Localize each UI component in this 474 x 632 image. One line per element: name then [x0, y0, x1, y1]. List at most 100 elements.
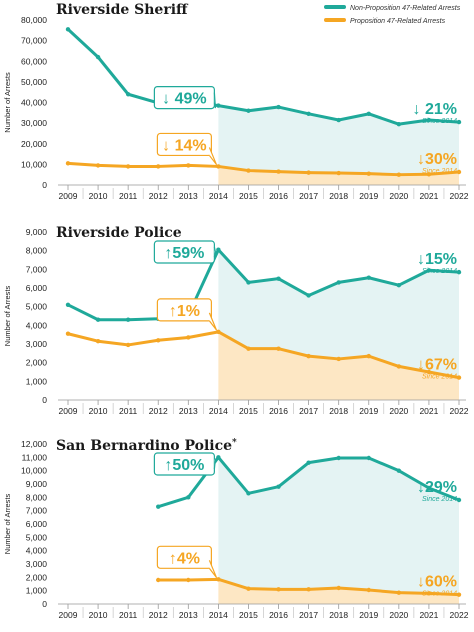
data-point-non-prop47 — [186, 495, 191, 500]
x-tick-label: 2017 — [299, 610, 318, 620]
chart-panel-3: San Bernardino Police* Number of Arrests 0… — [3, 438, 469, 620]
callout-non-prop47-change-text: ↑59% — [164, 245, 204, 262]
data-point-prop47 — [456, 592, 462, 597]
data-point-prop47 — [186, 163, 191, 168]
callout-prop47-change: ↓ 14% — [156, 132, 217, 166]
x-tick-label: 2022 — [450, 406, 469, 416]
callout-non-prop47-change-text: ↓ 49% — [162, 91, 206, 108]
y-tick-label: 0 — [42, 180, 47, 190]
data-point-prop47 — [336, 356, 341, 362]
data-point-prop47 — [186, 335, 191, 340]
title-footnote-mark: * — [232, 438, 237, 448]
callout-prop47-change-text: ↑4% — [169, 550, 200, 567]
y-tick-label: 4,000 — [26, 546, 48, 556]
y-tick-label: 2,000 — [26, 572, 48, 582]
data-point-prop47 — [306, 353, 311, 359]
data-point-prop47 — [65, 161, 71, 166]
data-point-prop47 — [216, 577, 221, 582]
callout-prop47-change-pointer — [208, 147, 217, 166]
data-point-non-prop47 — [456, 269, 462, 275]
data-point-non-prop47 — [366, 455, 371, 461]
y-tick-label: 0 — [42, 599, 47, 609]
data-point-non-prop47 — [276, 276, 281, 281]
data-point-prop47 — [246, 346, 251, 351]
callout-prop47-change: ↑4% — [156, 545, 217, 578]
since-2014-non-prop47-label: Since 2014 — [422, 268, 457, 275]
data-point-prop47 — [216, 329, 221, 335]
chart-title: Riverside Police — [56, 225, 182, 241]
data-point-non-prop47 — [396, 283, 402, 288]
x-tick-label: 2017 — [299, 406, 318, 416]
data-point-non-prop47 — [426, 485, 432, 491]
series-line-non-prop47 — [66, 248, 461, 322]
data-point-non-prop47 — [95, 317, 101, 322]
chart-panel-2: Riverside Police Number of Arrests 0 1,000 2… — [3, 225, 469, 416]
since-2014-prop47-change: ↓60% — [417, 574, 457, 591]
x-tick-label: 2022 — [450, 191, 469, 201]
x-tick-label: 2018 — [329, 610, 348, 620]
data-point-prop47 — [366, 587, 371, 593]
data-point-non-prop47 — [426, 268, 432, 273]
x-tick-label: 2010 — [89, 406, 108, 416]
data-point-non-prop47 — [306, 293, 311, 298]
x-tick-label: 2016 — [269, 610, 288, 620]
y-tick-label: 4,000 — [26, 320, 48, 330]
y-tick-label: 5,000 — [26, 302, 48, 312]
data-point-prop47 — [95, 339, 101, 344]
callout-non-prop47-change-text: ↑50% — [164, 457, 204, 474]
x-tick-label: 2021 — [419, 610, 438, 620]
series-line-prop47 — [66, 161, 461, 177]
shaded-region-non-prop47 — [218, 457, 459, 595]
x-tick-label: 2009 — [59, 610, 78, 620]
x-tick-label: 2011 — [119, 406, 138, 416]
x-tick-label: 2017 — [299, 191, 318, 201]
data-point-prop47 — [306, 587, 311, 592]
x-tick-label: 2010 — [89, 191, 108, 201]
y-tick-label: 1,000 — [26, 376, 48, 386]
data-point-non-prop47 — [65, 302, 71, 307]
data-point-non-prop47 — [216, 455, 221, 460]
y-tick-label: 7,000 — [26, 506, 48, 516]
y-tick-label: 9,000 — [26, 479, 48, 489]
since-2014-prop47-label: Since 2014 — [422, 168, 457, 175]
data-point-non-prop47 — [336, 455, 341, 461]
x-tick-label: 2015 — [239, 406, 258, 416]
x-tick-label: 2021 — [419, 406, 438, 416]
shaded-region-prop47 — [218, 579, 459, 604]
legend-label-non-prop47: Non-Proposition 47-Related Arrests — [350, 5, 461, 12]
data-point-prop47 — [276, 587, 281, 592]
x-tick-label: 2020 — [389, 406, 408, 416]
chart-title: Riverside Sheriff — [56, 2, 189, 18]
shaded-region-prop47 — [218, 166, 459, 185]
series-line-non-prop47 — [66, 27, 461, 126]
y-tick-label: 8,000 — [26, 246, 48, 256]
data-point-prop47 — [426, 369, 432, 375]
callout-non-prop47-change-pointer — [213, 246, 216, 258]
callout-prop47-change-pointer — [208, 560, 217, 578]
since-2014-non-prop47-change: ↓ 21% — [413, 101, 457, 118]
data-point-non-prop47 — [336, 280, 341, 285]
data-point-non-prop47 — [426, 117, 432, 123]
y-tick-label: 80,000 — [21, 15, 47, 25]
x-tick-label: 2016 — [269, 406, 288, 416]
data-point-prop47 — [396, 364, 402, 369]
data-point-non-prop47 — [456, 497, 462, 503]
data-point-prop47 — [456, 169, 462, 175]
data-point-prop47 — [336, 170, 341, 176]
data-point-non-prop47 — [125, 92, 131, 97]
data-point-non-prop47 — [366, 275, 371, 280]
y-tick-label: 2,000 — [26, 358, 48, 368]
callout-non-prop47-change: ↑59% — [153, 240, 216, 264]
callout-prop47-change-box — [156, 545, 212, 569]
y-tick-label: 60,000 — [21, 56, 47, 66]
data-point-non-prop47 — [65, 27, 71, 32]
data-point-prop47 — [426, 172, 432, 177]
callout-prop47-change-box — [156, 298, 212, 322]
x-tick-label: 2012 — [149, 191, 168, 201]
shaded-region-non-prop47 — [218, 249, 459, 378]
since-2014-prop47-change: ↓67% — [417, 357, 457, 374]
data-point-non-prop47 — [125, 317, 131, 322]
y-tick-label: 0 — [42, 395, 47, 405]
y-tick-label: 20,000 — [21, 139, 47, 149]
since-2014-non-prop47-label: Since 2014 — [422, 496, 457, 503]
